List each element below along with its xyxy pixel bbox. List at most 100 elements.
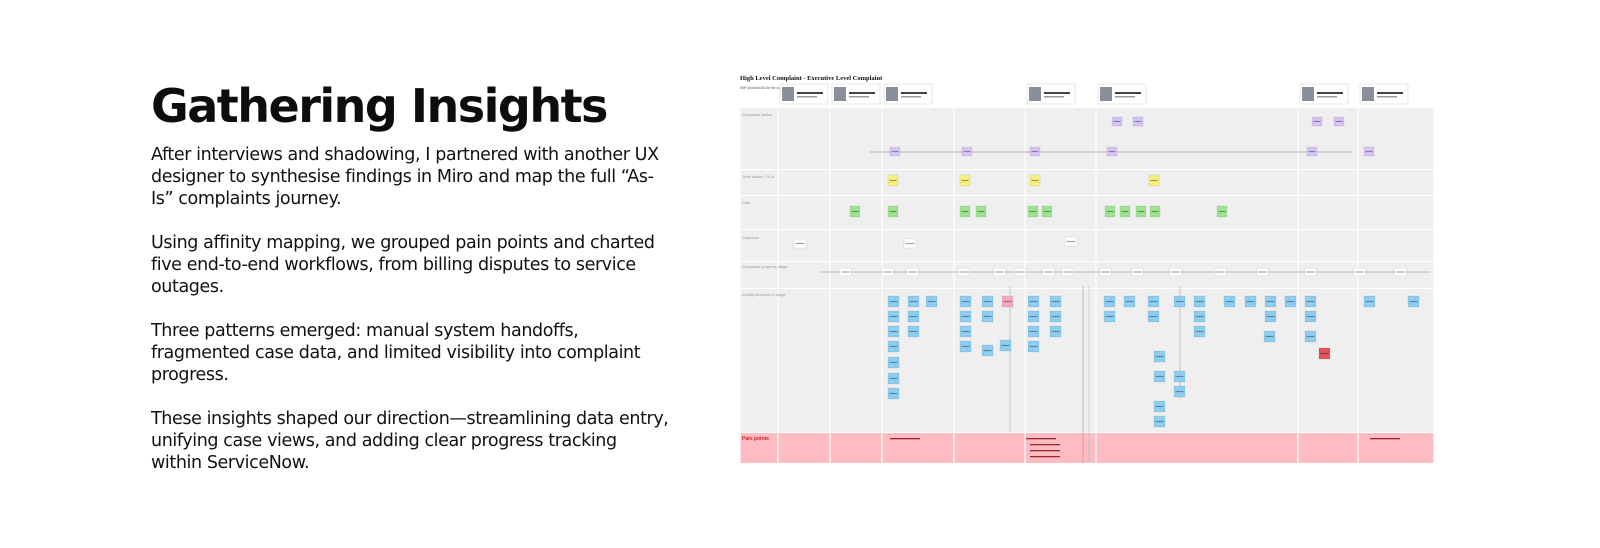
persona-text-line [1044, 96, 1064, 98]
activity-sticky [1223, 295, 1236, 308]
lane-label-data: Data [742, 200, 751, 205]
lane-cell [830, 170, 882, 195]
lane-cell [830, 289, 882, 432]
lane-label-progress: Complaint progress stage [742, 264, 788, 269]
persona-text-line [849, 96, 869, 98]
pain-point-cell [1025, 433, 1096, 463]
text-column: Gathering Insights After interviews and … [151, 78, 671, 496]
activity-sticky-text [1286, 300, 1295, 303]
activity-sticky [925, 295, 938, 308]
activity-sticky [1147, 295, 1160, 308]
sla-sticky [959, 174, 971, 187]
lane-label-status: Complaint status [742, 112, 772, 117]
data-sticky-text [889, 210, 897, 213]
status-sticky [1306, 146, 1318, 157]
activity-sticky [1103, 295, 1116, 308]
activity-sticky-text [1266, 315, 1275, 318]
progress-note [993, 267, 1006, 277]
lane-cell [740, 230, 778, 261]
customer-note [793, 238, 807, 249]
activity-sticky-text [1175, 390, 1184, 393]
activity-sticky-text [889, 392, 898, 395]
status-sticky [961, 146, 973, 157]
paragraph-affinity-mapping: Using affinity mapping, we grouped pain … [151, 233, 655, 297]
progress-note [957, 267, 970, 277]
activity-sticky [999, 339, 1012, 352]
data-sticky [1104, 205, 1116, 218]
activity-sticky [1304, 310, 1317, 323]
activity-sticky [1264, 295, 1277, 308]
persona-text-line [797, 96, 817, 98]
activity-sticky [1049, 295, 1062, 308]
activity-sticky [887, 372, 900, 385]
activity-sticky-text [1029, 330, 1038, 333]
progress-note [1214, 267, 1227, 277]
activity-sticky-text [1175, 300, 1184, 303]
progress-note [1099, 267, 1112, 277]
activity-sticky [959, 325, 972, 338]
alert-sticky-text [1320, 352, 1329, 355]
progress-note-text [1171, 271, 1180, 273]
progress-note-text [1216, 271, 1225, 273]
paragraph-patterns: Three patterns emerged: manual system ha… [151, 321, 641, 385]
persona-avatar [1302, 87, 1314, 101]
data-sticky-text [961, 210, 969, 213]
progress-note-text [1016, 271, 1025, 273]
progress-note-text [1063, 271, 1072, 273]
data-sticky-text [1151, 210, 1159, 213]
lane-cell [1096, 196, 1298, 229]
lane-cell [1358, 196, 1434, 229]
progress-note [1304, 267, 1317, 277]
activity-sticky [1153, 415, 1166, 428]
lane-cell [740, 196, 778, 229]
activity-sticky-text [1246, 300, 1255, 303]
progress-note-text [1044, 271, 1053, 273]
activity-sticky-text [1155, 420, 1164, 423]
status-sticky-text [1335, 120, 1343, 123]
activity-sticky [1123, 295, 1136, 308]
data-sticky [849, 205, 861, 218]
activity-sticky [1304, 295, 1317, 308]
progress-note [1353, 267, 1366, 277]
activity-sticky [1049, 310, 1062, 323]
activity-sticky-text [1195, 330, 1204, 333]
progress-note-text [1133, 271, 1142, 273]
lane-cell [1096, 230, 1298, 261]
activity-sticky-text [1125, 300, 1134, 303]
progress-note-text [841, 271, 850, 273]
activity-sticky-text [1149, 315, 1158, 318]
customer-note-text [1066, 240, 1076, 243]
activity-sticky-text [1306, 300, 1315, 303]
activity-sticky-text [889, 361, 898, 364]
data-sticky [1135, 205, 1147, 218]
persona-label: SNP (Included AD for the customer person… [740, 86, 805, 90]
lane-cell [1298, 170, 1358, 195]
pain-point-cell [1096, 433, 1298, 463]
journey-map-board: High Level Complaint - Executive Level C… [740, 74, 1451, 476]
progress-note-text [883, 271, 892, 273]
activity-sticky-text [1051, 315, 1060, 318]
pain-point-cell [1358, 433, 1434, 463]
progress-note-text [908, 271, 917, 273]
board-title: High Level Complaint - Executive Level C… [740, 75, 883, 82]
persona-text-line [1115, 96, 1135, 98]
status-sticky [1132, 116, 1144, 127]
sla-sticky-text [961, 179, 969, 182]
status-sticky [1106, 146, 1118, 157]
activity-sticky [1027, 295, 1040, 308]
lane-cell [954, 108, 1025, 169]
persona-avatar [1100, 87, 1112, 101]
data-sticky-text [1043, 210, 1051, 213]
activity-sticky-text [961, 330, 970, 333]
lane-cell [954, 289, 1025, 432]
lane-cell [830, 262, 882, 288]
activity-sticky-text [1365, 300, 1374, 303]
activity-sticky-text [909, 330, 918, 333]
activity-sticky [1173, 295, 1186, 308]
lane-cell [1025, 230, 1096, 261]
status-sticky-text [1108, 150, 1116, 153]
progress-note [1131, 267, 1144, 277]
activity-sticky-text [1155, 405, 1164, 408]
activity-sticky [1284, 295, 1297, 308]
pain-point-text [1030, 444, 1060, 446]
